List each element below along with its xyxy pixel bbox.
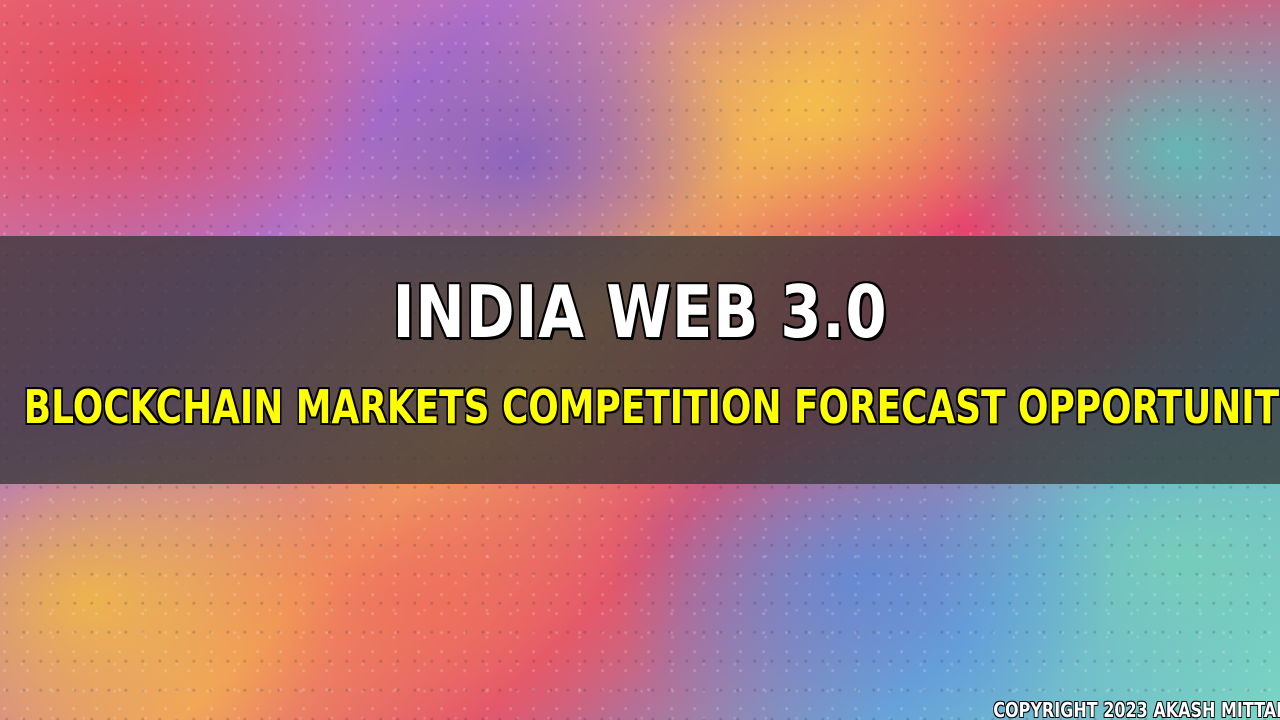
- page-title: INDIA WEB 3.0: [391, 269, 888, 356]
- page-subtitle: BLOCKCHAIN MARKETS COMPETITION FORECAST …: [23, 379, 1280, 435]
- title-banner: [0, 236, 1280, 484]
- copyright-notice: COPYRIGHT 2023 AKASH MITTAL: [992, 698, 1280, 720]
